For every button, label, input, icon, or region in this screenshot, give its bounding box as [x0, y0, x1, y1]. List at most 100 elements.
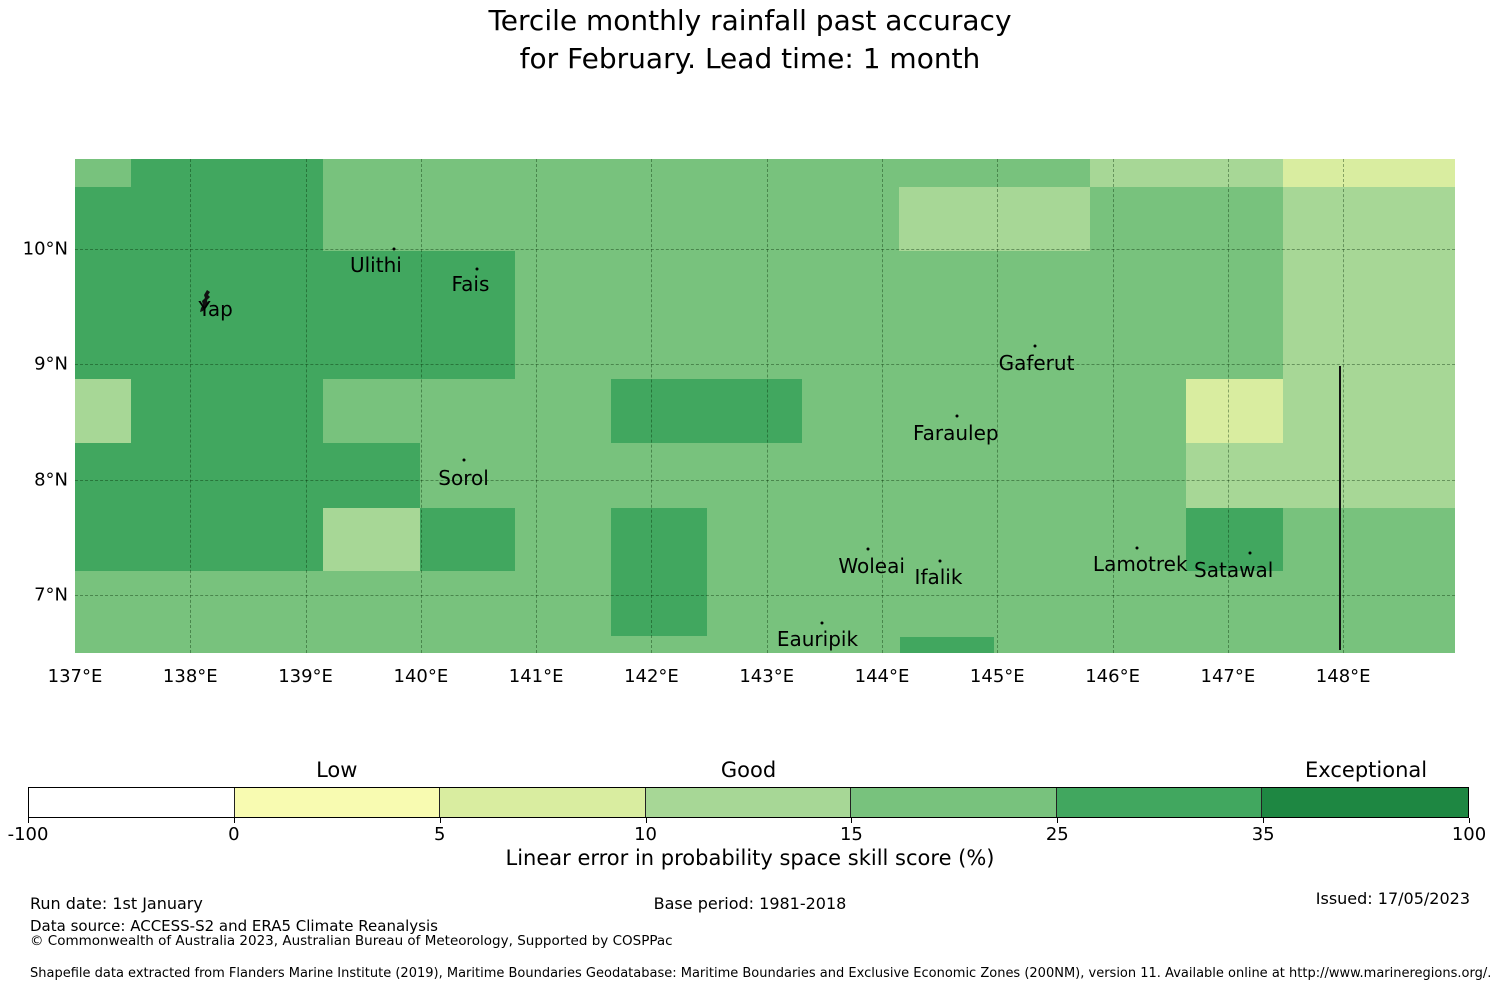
map-region	[1089, 159, 1284, 187]
x-axis-tick-label: 139°E	[278, 666, 333, 687]
footer-issued: Issued: 17/05/2023	[1315, 889, 1470, 908]
yap-island-outline-icon	[200, 289, 211, 312]
x-axis-tick-label: 137°E	[47, 666, 103, 687]
figure-title-line1: Tercile monthly rainfall past accuracy	[488, 4, 1012, 37]
map-region	[131, 159, 323, 187]
x-axis-tick-label: 146°E	[1085, 666, 1140, 687]
map-region	[75, 379, 132, 443]
colorbar-section-label: Exceptional	[1305, 758, 1428, 782]
island-marker-dot	[820, 621, 824, 625]
colorbar-segment	[1056, 788, 1263, 817]
map-region	[1186, 379, 1284, 443]
colorbar-tickmark	[233, 818, 235, 823]
map-region	[900, 636, 994, 653]
island-marker-dot	[938, 559, 942, 563]
footer-shapefile-note: Shapefile data extracted from Flanders M…	[30, 966, 1492, 981]
footer-copyright: © Commonwealth of Australia 2023, Austra…	[30, 933, 673, 949]
x-axis-tick-label: 144°E	[854, 666, 910, 687]
island-label: Lamotrek	[1092, 552, 1188, 577]
colorbar-section-label: Low	[316, 758, 358, 782]
map-gridline-vertical	[1343, 159, 1345, 653]
y-axis-tick-label: 10°N	[22, 238, 68, 260]
island-marker-dot	[1248, 551, 1252, 555]
x-axis-tick-label: 145°E	[969, 666, 1025, 687]
island-label: Yap	[198, 297, 233, 322]
figure-title: Tercile monthly rainfall past accuracy f…	[0, 2, 1500, 78]
map-region	[1186, 507, 1284, 572]
map-region	[75, 251, 516, 380]
island-marker-dot	[866, 547, 870, 551]
map-region	[611, 379, 803, 443]
map-gridline-horizontal	[75, 479, 1455, 481]
island-label: Ifalik	[914, 564, 963, 589]
colorbar-segment	[234, 788, 441, 817]
colorbar-axis-label: Linear error in probability space skill …	[505, 846, 995, 870]
colorbar-tickmark	[1469, 818, 1470, 823]
colorbar	[28, 787, 1469, 818]
y-axis-tick-label: 8°N	[34, 469, 68, 491]
island-marker-dot	[462, 458, 466, 462]
colorbar-section-label: Good	[720, 758, 777, 782]
colorbar-tickmark	[28, 818, 29, 823]
colorbar-tick-label: 10	[634, 824, 658, 845]
island-label: Gaferut	[998, 351, 1075, 376]
island-label: Faraulep	[912, 420, 999, 445]
island-marker-dot	[392, 247, 396, 251]
map-region	[611, 507, 707, 636]
colorbar-tick-label: 25	[1045, 824, 1069, 845]
footer-run-date: Run date: 1st January	[30, 894, 203, 913]
y-axis-tick-label: 7°N	[34, 584, 68, 606]
island-marker-dot	[955, 414, 959, 418]
map-gridline-vertical	[190, 159, 192, 653]
map-region	[75, 507, 323, 572]
colorbar-tickmark	[1057, 818, 1059, 823]
map-gridline-vertical	[1112, 159, 1114, 653]
map-gridline-horizontal	[75, 595, 1455, 597]
island-label: Sorol	[438, 465, 489, 490]
island-marker-dot	[475, 267, 479, 271]
figure-title-line2: for February. Lead time: 1 month	[519, 42, 981, 75]
footer-base-period: Base period: 1981-2018	[653, 894, 847, 913]
colorbar-segment	[1262, 788, 1468, 817]
map-region	[322, 507, 420, 572]
map-region	[419, 507, 516, 572]
map-region	[131, 379, 323, 443]
map-gridline-horizontal	[75, 249, 1455, 251]
colorbar-tickmark	[439, 818, 441, 823]
map-gridline-vertical	[766, 159, 768, 653]
map-region	[75, 186, 323, 252]
map-region	[1186, 442, 1284, 508]
map-gridline-vertical	[1227, 159, 1229, 653]
x-axis-tick-label: 142°E	[624, 666, 679, 687]
footer-data-source: Data source: ACCESS-S2 and ERA5 Climate …	[30, 917, 438, 935]
island-label: Satawal	[1194, 557, 1274, 582]
island-marker-dot	[1033, 344, 1037, 348]
colorbar-tick-label: 15	[839, 824, 863, 845]
colorbar-segment	[851, 788, 1057, 817]
map-plot: Yap Ulithi Fais Sorol Gaferut Faraulep Woleai I…	[75, 159, 1455, 653]
island-marker-dot	[1135, 546, 1139, 550]
x-axis-tick-label: 138°E	[162, 666, 218, 687]
x-axis-tick-label: 147°E	[1200, 666, 1256, 687]
colorbar-tick-label: 0	[228, 824, 240, 845]
colorbar-tickmark	[645, 818, 647, 823]
y-axis-tick-label: 9°N	[34, 353, 68, 375]
map-gridline-vertical	[882, 159, 884, 653]
colorbar-tickmark	[1263, 818, 1265, 823]
colorbar-tick-label: -100	[7, 824, 49, 845]
map-gridline-vertical	[305, 159, 307, 653]
map-gridline-horizontal	[75, 364, 1455, 366]
colorbar-tickmark	[851, 818, 853, 823]
colorbar-tick-label: 100	[1451, 824, 1487, 845]
map-region	[75, 442, 420, 508]
colorbar-segment	[645, 788, 852, 817]
map-region	[1283, 159, 1455, 187]
island-label: Woleai	[838, 554, 905, 579]
map-gridline-vertical	[651, 159, 653, 653]
colorbar-tick-label: 5	[433, 824, 446, 845]
x-axis-tick-label: 141°E	[508, 666, 564, 687]
map-gridline-vertical	[420, 159, 422, 653]
island-label: Ulithi	[349, 253, 402, 278]
island-label: Fais	[451, 271, 490, 296]
